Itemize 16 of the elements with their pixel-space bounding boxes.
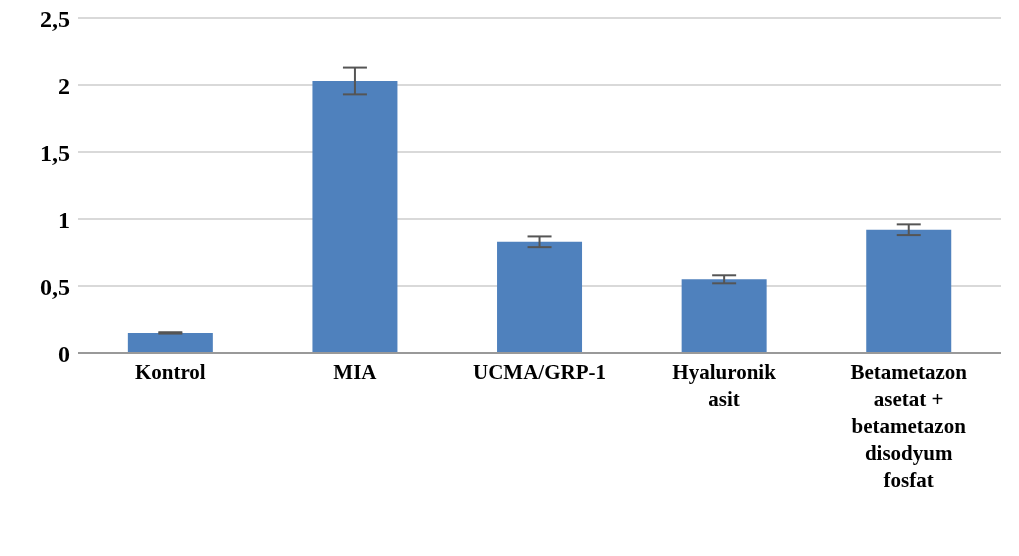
x-tick-label: MIA	[333, 360, 378, 384]
y-tick-label: 1	[58, 206, 70, 233]
bar	[312, 80, 398, 353]
x-tick-label: Betametazon asetat + betametazon disodyum fosfat	[850, 360, 968, 492]
x-tick-label: UCMA/GRP-1	[473, 360, 606, 384]
bar	[866, 229, 952, 353]
bar	[127, 332, 213, 353]
y-tick-label: 1,5	[40, 139, 70, 166]
x-tick-label: Hyaluronik asit	[672, 360, 777, 411]
x-tick-label: Kontrol	[134, 360, 206, 384]
bar	[681, 279, 767, 353]
bar	[497, 241, 583, 353]
y-tick-label: 2	[58, 72, 70, 99]
y-tick-label: 0	[58, 340, 70, 367]
y-tick-label: 0,5	[40, 273, 70, 300]
y-tick-label: 2,5	[40, 5, 70, 32]
